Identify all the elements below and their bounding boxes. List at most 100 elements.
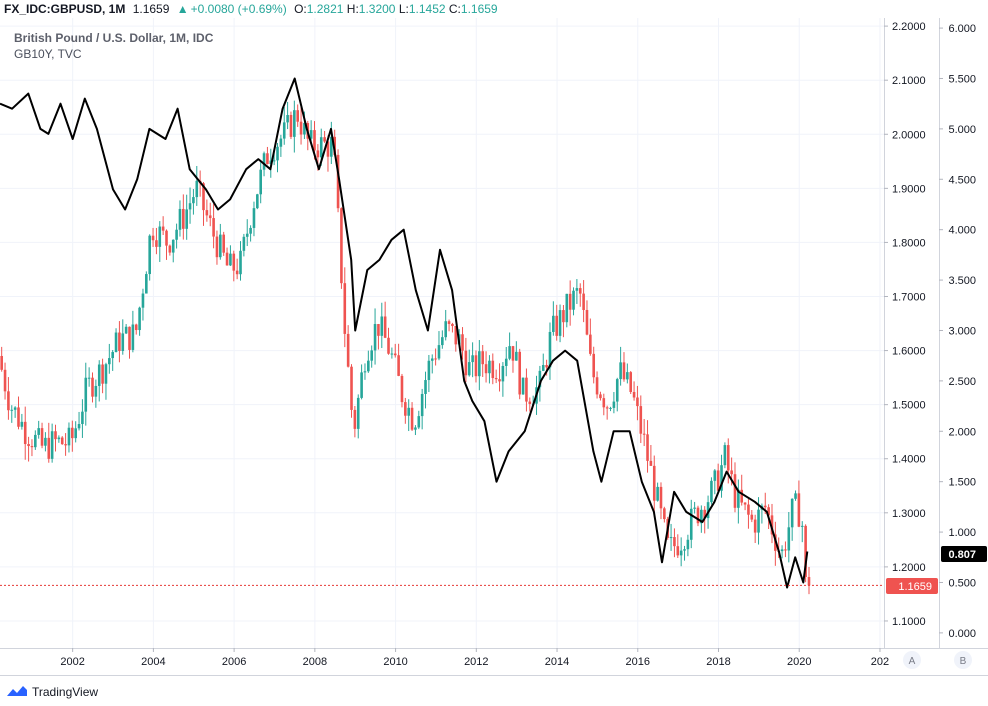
candle-body xyxy=(64,444,67,446)
right-axis-ticks[interactable]: 6.000 5.500 5.000 4.500 4.000 3.500 3.000 2.500… xyxy=(939,23,976,640)
right-axis-tick-label: 0.500 xyxy=(948,577,976,589)
candle-body xyxy=(585,310,589,335)
candle-body xyxy=(326,141,330,157)
candle-body xyxy=(589,334,592,354)
candle-body xyxy=(582,293,585,311)
right-axis-tick-label: 2.000 xyxy=(948,426,976,438)
high-label: H:1.3200 xyxy=(346,2,396,16)
candle-body xyxy=(97,364,101,386)
candle-body xyxy=(451,323,454,327)
candle-body xyxy=(609,407,612,409)
candle-body xyxy=(57,437,61,440)
candle-body xyxy=(410,407,414,430)
close-label: C:1.1659 xyxy=(448,2,498,16)
right-axis-tick-label: 5.000 xyxy=(948,124,976,136)
candle-body xyxy=(679,550,683,556)
candle-body xyxy=(743,502,747,505)
candle-body xyxy=(683,549,686,551)
candle-body xyxy=(37,428,40,435)
candle-body xyxy=(548,331,552,368)
candle-body xyxy=(595,377,599,395)
candle-body xyxy=(562,310,565,323)
svg-text:0.807: 0.807 xyxy=(948,549,976,561)
candle-body xyxy=(192,197,195,204)
candle-body xyxy=(555,315,559,336)
candle-body xyxy=(141,293,145,308)
time-axis-ticks[interactable]: 2002 2004 2006 2008 2010 2012 2014 2016 2018 2020… xyxy=(60,648,889,668)
candle-body xyxy=(669,537,673,539)
low-label: L:1.1452 xyxy=(398,2,446,16)
candle-body xyxy=(414,427,417,430)
right-axis-tick-label: 6.000 xyxy=(948,23,976,35)
candle-body xyxy=(434,358,437,360)
tradingview-brand[interactable]: TradingView xyxy=(32,685,99,699)
candle-body xyxy=(94,385,98,397)
candle-body xyxy=(279,138,283,147)
last-price-label: 1.1659 xyxy=(886,578,938,594)
candle-body xyxy=(710,480,713,503)
candle-body xyxy=(239,250,242,275)
candle-body xyxy=(276,146,279,161)
scale-button-b[interactable]: B xyxy=(954,651,972,669)
candle-body xyxy=(794,493,797,499)
candle-body xyxy=(646,434,649,461)
candle-body xyxy=(124,326,128,334)
candle-body xyxy=(800,525,804,527)
change-arrow-icon: ▲ xyxy=(176,2,189,16)
candle-body xyxy=(380,316,384,336)
candle-body xyxy=(363,371,367,373)
svg-text:B: B xyxy=(960,656,967,667)
candle-body xyxy=(118,332,121,351)
left-axis-tick-label: 1.6000 xyxy=(892,346,926,358)
symbol-title[interactable]: FX_IDC:GBPUSD, 1M xyxy=(4,2,126,16)
candle-body xyxy=(104,364,108,384)
candle-body xyxy=(353,409,357,429)
candle-body xyxy=(336,154,340,209)
left-axis-ticks[interactable]: 2.2000 2.1000 2.0000 1.9000 1.8000 1.7000 1.60… xyxy=(884,21,926,628)
candle-body xyxy=(40,428,44,446)
candle-body xyxy=(30,446,34,448)
candle-body xyxy=(504,358,508,366)
candle-body xyxy=(114,332,118,353)
candle-body xyxy=(568,293,572,310)
candle-body xyxy=(370,350,373,361)
candle-body xyxy=(474,355,478,377)
candle-body xyxy=(622,362,626,380)
legend-overlay-series[interactable]: GB10Y, TVC xyxy=(14,47,82,61)
candle-body xyxy=(91,377,94,397)
candle-body xyxy=(330,136,333,157)
candle-body xyxy=(316,150,320,158)
candle-body xyxy=(252,208,256,228)
candle-body xyxy=(259,169,262,195)
candle-body xyxy=(404,402,407,416)
tradingview-logo-icon[interactable] xyxy=(6,684,28,701)
candle-body xyxy=(356,397,360,429)
candle-body xyxy=(101,364,104,384)
candle-body xyxy=(696,507,700,524)
candle-body xyxy=(733,474,737,508)
candle-body xyxy=(178,208,182,230)
candle-body xyxy=(266,153,269,164)
candle-body xyxy=(34,434,37,448)
candle-body xyxy=(155,240,158,247)
candle-body xyxy=(27,444,30,447)
price-series-gbpusd xyxy=(0,100,811,595)
candle-body xyxy=(659,486,663,509)
time-axis-tick-label: 2020 xyxy=(787,656,811,668)
candle-body xyxy=(299,121,303,135)
candle-body xyxy=(461,334,464,351)
candle-body xyxy=(158,226,162,247)
time-axis-tick-label: 2006 xyxy=(222,656,246,668)
candle-body xyxy=(676,546,680,556)
right-axis-tick-label: 4.500 xyxy=(948,174,976,186)
candle-body xyxy=(323,137,326,142)
candle-body xyxy=(390,353,394,355)
candle-body xyxy=(185,209,188,229)
candle-body xyxy=(67,427,71,446)
candle-body xyxy=(417,416,421,428)
scale-button-a[interactable]: A xyxy=(903,651,921,669)
candle-body xyxy=(471,355,474,363)
candle-body xyxy=(632,391,636,398)
legend-main-series[interactable]: British Pound / U.S. Dollar, 1M, IDC xyxy=(14,31,214,45)
